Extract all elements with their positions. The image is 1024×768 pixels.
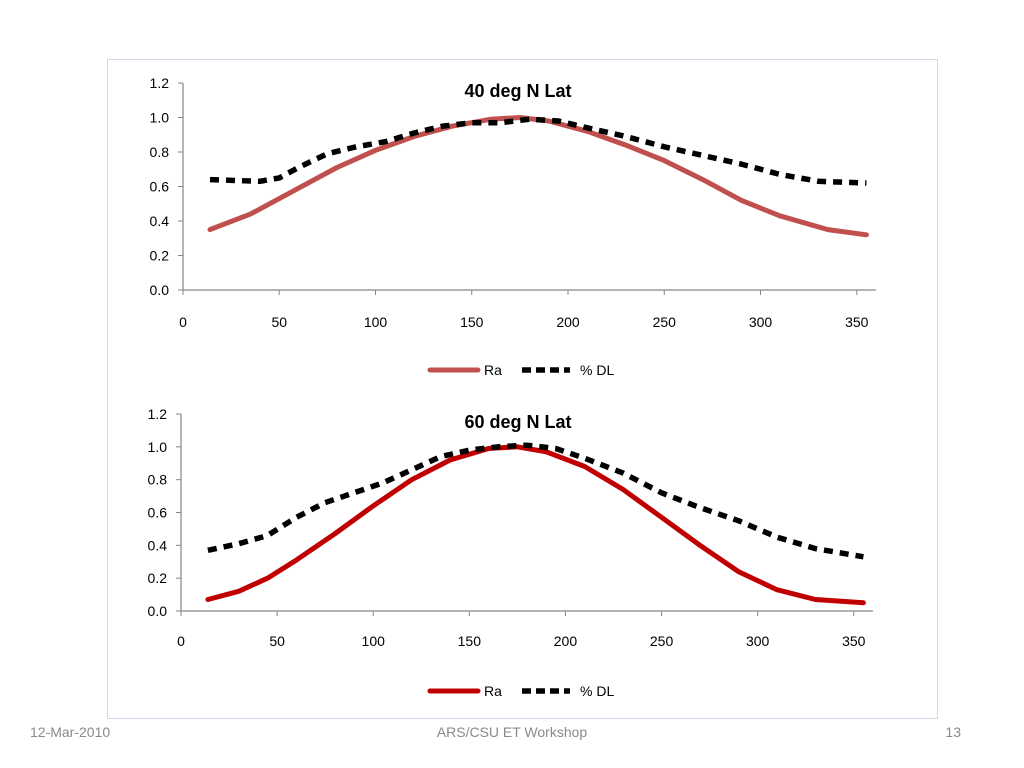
chart-frame: 0.0 0.2 0.4 0.6 0.8 1.0 1.2 0 50 100 150 200 250 300 3… <box>107 59 938 719</box>
y-tick-label: 0.8 <box>150 144 170 160</box>
x-tick-label: 150 <box>458 633 482 649</box>
series-line-dl <box>207 442 864 560</box>
y-tick-label: 0.2 <box>148 570 168 586</box>
x-tick-label: 250 <box>650 633 674 649</box>
series-line-dl <box>209 116 867 186</box>
x-tick-label: 50 <box>269 633 285 649</box>
x-tick-label: 300 <box>749 314 773 330</box>
x-tick-label: 350 <box>842 633 866 649</box>
y-tick-label: 0.8 <box>148 472 168 488</box>
legend: Ra % DL <box>427 362 614 378</box>
y-tick-label: 1.2 <box>150 75 170 91</box>
legend-label: % DL <box>580 683 614 699</box>
y-tick-label: 0.2 <box>150 248 170 264</box>
legend: Ra % DL <box>427 683 614 699</box>
footer-page-number: 13 <box>945 724 961 740</box>
y-tick-label: 1.0 <box>148 439 168 455</box>
x-tick-label: 150 <box>460 314 484 330</box>
x-tick-label: 300 <box>746 633 770 649</box>
x-tick-label: 200 <box>554 633 578 649</box>
y-tick-label: 1.2 <box>148 406 168 422</box>
x-tick-label: 100 <box>364 314 388 330</box>
chart-title: 60 deg N Lat <box>464 412 571 432</box>
x-tick-label: 200 <box>556 314 580 330</box>
chart-60-deg: 0.0 0.2 0.4 0.6 0.8 1.0 1.2 0 50 100 150 200 250 300 3… <box>148 406 873 699</box>
x-tick-label: 0 <box>177 633 185 649</box>
series-line-ra <box>205 444 866 606</box>
chart-title: 40 deg N Lat <box>464 81 571 101</box>
x-tick-label: 350 <box>845 314 869 330</box>
series-line-ra <box>207 115 869 238</box>
y-tick-label: 0.4 <box>148 537 168 553</box>
y-tick-label: 0.0 <box>150 282 170 298</box>
x-tick-label: 250 <box>653 314 677 330</box>
y-tick-label: 0.6 <box>148 505 168 521</box>
y-tick-label: 1.0 <box>150 110 170 126</box>
legend-label: % DL <box>580 362 614 378</box>
x-tick-label: 50 <box>271 314 287 330</box>
x-tick-label: 0 <box>179 314 187 330</box>
y-tick-label: 0.0 <box>148 603 168 619</box>
legend-label: Ra <box>484 362 502 378</box>
y-tick-label: 0.6 <box>150 179 170 195</box>
legend-label: Ra <box>484 683 502 699</box>
chart-40-deg: 0.0 0.2 0.4 0.6 0.8 1.0 1.2 0 50 100 150 200 250 300 3… <box>150 75 876 378</box>
footer-title: ARS/CSU ET Workshop <box>436 724 588 740</box>
x-tick-label: 100 <box>362 633 386 649</box>
footer-date: 12-Mar-2010 <box>30 724 111 740</box>
y-tick-label: 0.4 <box>150 213 170 229</box>
